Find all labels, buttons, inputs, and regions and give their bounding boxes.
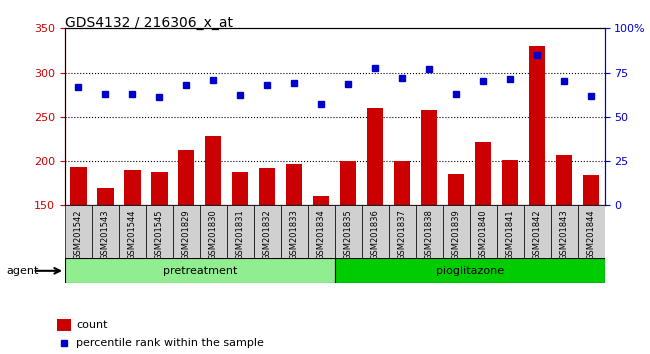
Text: GSM201837: GSM201837 (398, 210, 407, 261)
Bar (416, 205, 443, 258)
Bar (151, 172, 168, 338)
Text: GSM201832: GSM201832 (263, 210, 272, 260)
Bar (475, 142, 491, 338)
Bar (502, 160, 518, 338)
Bar (551, 205, 577, 258)
Bar (421, 110, 437, 338)
Bar (259, 168, 276, 338)
Bar (98, 188, 114, 338)
Text: GSM201831: GSM201831 (236, 210, 245, 260)
Text: percentile rank within the sample: percentile rank within the sample (76, 338, 264, 348)
Text: GSM201842: GSM201842 (532, 210, 541, 260)
Bar (340, 161, 356, 338)
Bar (232, 172, 248, 338)
Bar (92, 205, 119, 258)
Bar (200, 205, 227, 258)
Bar (313, 196, 330, 338)
Text: GDS4132 / 216306_x_at: GDS4132 / 216306_x_at (65, 16, 233, 30)
Bar (124, 170, 140, 338)
Bar (524, 205, 551, 258)
Text: GSM201543: GSM201543 (101, 210, 110, 260)
Bar (119, 205, 146, 258)
Bar (497, 205, 524, 258)
Text: GSM201844: GSM201844 (586, 210, 595, 260)
Text: GSM201839: GSM201839 (452, 210, 461, 260)
Text: GSM201544: GSM201544 (128, 210, 137, 260)
Text: GSM201833: GSM201833 (290, 210, 299, 261)
Bar (308, 205, 335, 258)
Bar (281, 205, 308, 258)
Text: pretreatment: pretreatment (162, 266, 237, 276)
Text: GSM201829: GSM201829 (182, 210, 191, 260)
Bar (556, 155, 572, 338)
Bar (65, 258, 335, 283)
Bar (173, 205, 200, 258)
Text: GSM201545: GSM201545 (155, 210, 164, 260)
Bar (448, 174, 464, 338)
Bar (469, 205, 497, 258)
Bar (227, 205, 254, 258)
Bar (389, 205, 416, 258)
Text: GSM201841: GSM201841 (506, 210, 515, 260)
Bar (70, 167, 86, 338)
Bar (443, 205, 470, 258)
Bar (335, 258, 604, 283)
Bar (254, 205, 281, 258)
Bar (529, 46, 545, 338)
Bar (361, 205, 389, 258)
Text: GSM201834: GSM201834 (317, 210, 326, 260)
Bar (146, 205, 173, 258)
Bar (367, 108, 383, 338)
Bar (578, 205, 604, 258)
Bar (57, 319, 71, 331)
Bar (286, 164, 302, 338)
Text: GSM201542: GSM201542 (74, 210, 83, 260)
Bar (178, 149, 194, 338)
Bar (335, 205, 361, 258)
Text: GSM201843: GSM201843 (560, 210, 569, 260)
Bar (65, 205, 92, 258)
Text: count: count (76, 320, 108, 330)
Bar (394, 161, 410, 338)
Text: GSM201836: GSM201836 (370, 210, 380, 261)
Text: GSM201840: GSM201840 (478, 210, 488, 260)
Text: GSM201830: GSM201830 (209, 210, 218, 260)
Text: GSM201838: GSM201838 (424, 210, 434, 261)
Bar (583, 175, 599, 338)
Text: GSM201835: GSM201835 (344, 210, 353, 260)
Text: pioglitazone: pioglitazone (436, 266, 504, 276)
Bar (205, 136, 222, 338)
Text: agent: agent (6, 266, 39, 276)
